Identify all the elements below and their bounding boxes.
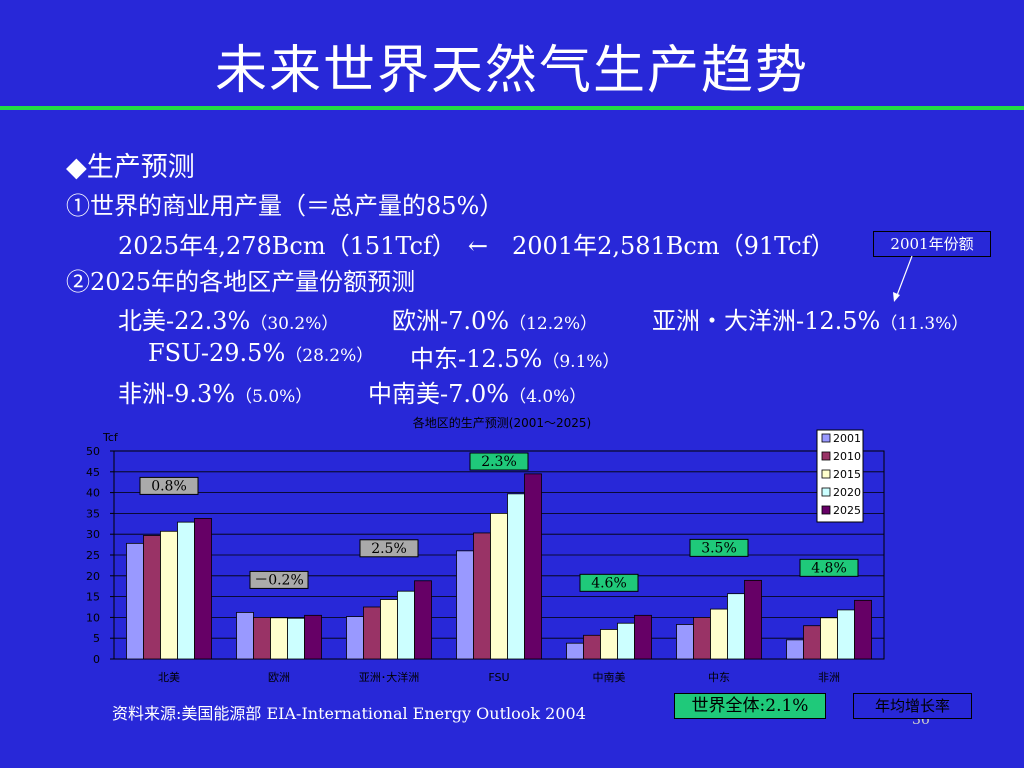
bar bbox=[287, 617, 305, 660]
category-label: 中东 bbox=[708, 671, 730, 684]
bar bbox=[346, 616, 364, 660]
bar bbox=[693, 616, 711, 660]
y-tick-label: 35 bbox=[86, 507, 100, 520]
bar bbox=[854, 599, 872, 660]
legend-swatch bbox=[821, 505, 831, 515]
share-middle-east: 中东-12.5%（9.1%） bbox=[410, 345, 620, 373]
legend-label: 2015 bbox=[833, 468, 861, 481]
category-label: FSU bbox=[488, 671, 509, 684]
legend-label: 2010 bbox=[833, 450, 861, 463]
bar bbox=[837, 609, 855, 660]
growth-rate-badge bbox=[249, 570, 309, 589]
bar bbox=[744, 579, 762, 660]
growth-rate-badge bbox=[139, 476, 199, 495]
y-axis-label: Tcf bbox=[102, 431, 119, 444]
bar bbox=[786, 639, 804, 660]
bar bbox=[524, 473, 542, 660]
bullet-heading: ◆生产预测 bbox=[66, 152, 195, 183]
legend-swatch bbox=[821, 469, 831, 479]
line-production-compare: 2025年4,278Bcm（151Tcf） ← 2001年2,581Bcm（91… bbox=[118, 232, 835, 260]
bar bbox=[236, 612, 254, 660]
growth-rate-badge bbox=[579, 573, 639, 592]
bar bbox=[414, 580, 432, 660]
note-arrow bbox=[893, 255, 913, 302]
legend-label: 2025 bbox=[833, 504, 861, 517]
share-europe: 欧洲-7.0%（12.2%） bbox=[392, 307, 598, 335]
bar bbox=[253, 616, 271, 660]
bar bbox=[566, 642, 584, 660]
bar bbox=[820, 617, 838, 660]
y-tick-label: 30 bbox=[86, 528, 100, 541]
y-tick-label: 45 bbox=[86, 466, 100, 479]
y-tick-label: 5 bbox=[93, 632, 100, 645]
bar bbox=[194, 517, 212, 660]
category-label: 中南美 bbox=[593, 671, 626, 684]
legend-label: 2020 bbox=[833, 486, 861, 499]
bar bbox=[583, 634, 601, 660]
legend-label: 2001 bbox=[833, 432, 861, 445]
y-tick-label: 50 bbox=[86, 445, 100, 458]
bar bbox=[617, 622, 635, 660]
growth-rate-badge bbox=[689, 538, 749, 557]
bar bbox=[710, 608, 728, 660]
category-label: 北美 bbox=[158, 671, 180, 684]
production-forecast-chart: 各地区的生产预测(2001～2025)Tcf051015202530354045… bbox=[86, 415, 885, 684]
title-divider bbox=[0, 106, 1024, 110]
growth-rate-label: 2.5% bbox=[371, 541, 407, 557]
bar bbox=[803, 625, 821, 660]
bar bbox=[473, 532, 491, 660]
bar bbox=[727, 593, 745, 660]
y-tick-label: 15 bbox=[86, 591, 100, 604]
category-label: 亚洲･大洋洲 bbox=[359, 670, 420, 684]
world-growth-box: 世界全体:2.1% bbox=[674, 693, 826, 719]
share-north-america: 北美-22.3%（30.2%） bbox=[118, 307, 339, 335]
bar bbox=[380, 599, 398, 660]
share-africa: 非洲-9.3%（5.0%） bbox=[118, 380, 313, 408]
bar bbox=[304, 614, 322, 660]
bar bbox=[456, 550, 474, 660]
share-latin-america: 中南美-7.0%（4.0%） bbox=[368, 380, 587, 408]
bar bbox=[363, 606, 381, 660]
y-tick-label: 0 bbox=[93, 653, 100, 666]
category-label: 欧洲 bbox=[268, 671, 290, 684]
bar bbox=[270, 617, 288, 660]
bar bbox=[160, 530, 178, 660]
chart-title: 各地区的生产预测(2001～2025) bbox=[413, 415, 591, 430]
growth-rate-badge bbox=[359, 539, 419, 558]
growth-rate-label: －0.2% bbox=[254, 572, 304, 588]
legend-swatch bbox=[821, 487, 831, 497]
bar bbox=[126, 542, 144, 660]
y-tick-label: 10 bbox=[86, 611, 100, 624]
legend-swatch bbox=[821, 451, 831, 461]
share-note-box: 2001年份额 bbox=[873, 231, 991, 257]
category-label: 非洲 bbox=[818, 671, 840, 684]
growth-rate-badge bbox=[799, 558, 859, 577]
bar bbox=[507, 493, 525, 660]
y-tick-label: 20 bbox=[86, 570, 100, 583]
bar bbox=[600, 629, 618, 660]
growth-rate-label-box: 年均增长率 bbox=[853, 693, 972, 719]
bar bbox=[143, 535, 161, 660]
growth-rate-label: 0.8% bbox=[151, 478, 187, 494]
growth-rate-label: 3.5% bbox=[701, 540, 737, 556]
bar bbox=[397, 590, 415, 660]
line-commercial-output: ①世界的商业用产量（＝总产量的85%） bbox=[66, 192, 504, 220]
bar bbox=[177, 521, 195, 660]
growth-rate-label: 4.8% bbox=[811, 560, 847, 576]
line-regional-share-heading: ②2025年的各地区产量份额预测 bbox=[66, 268, 416, 296]
growth-rate-badge bbox=[469, 452, 529, 471]
bar bbox=[490, 513, 508, 660]
page-title: 未来世界天然气生产趋势 bbox=[214, 41, 809, 101]
growth-rate-label: 4.6% bbox=[591, 575, 627, 591]
y-tick-label: 25 bbox=[86, 549, 100, 562]
share-fsu: FSU-29.5%（28.2%） bbox=[148, 339, 374, 367]
bar bbox=[634, 614, 652, 660]
share-asia-oceania: 亚洲・大洋洲-12.5%（11.3%） bbox=[652, 307, 969, 335]
y-tick-label: 40 bbox=[86, 487, 100, 500]
growth-rate-label: 2.3% bbox=[481, 454, 517, 470]
data-source: 资料来源:美国能源部 EIA-International Energy Outl… bbox=[112, 704, 586, 723]
legend-swatch bbox=[821, 433, 831, 443]
bar bbox=[676, 624, 694, 660]
